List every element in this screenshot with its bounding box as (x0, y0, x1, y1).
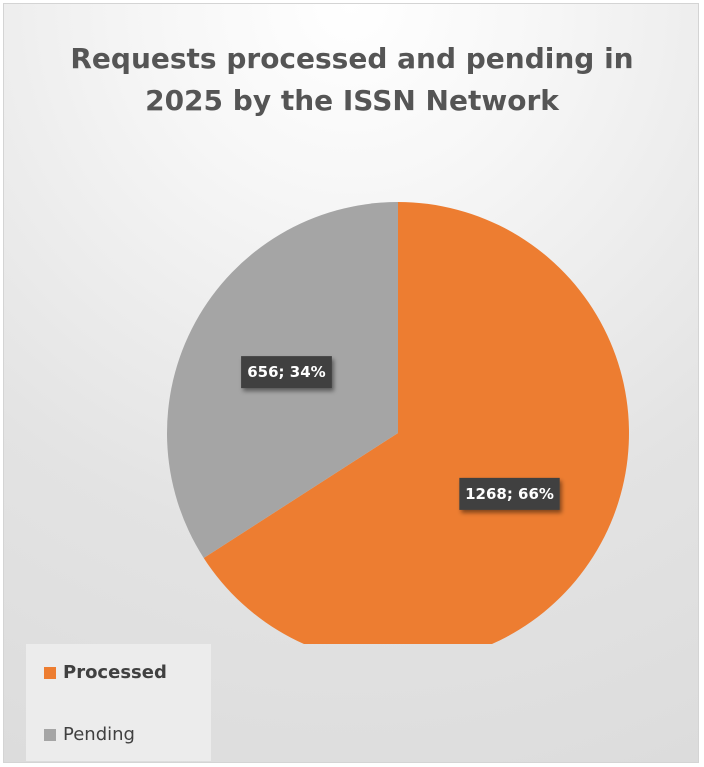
data-label-processed: 1268; 66% (459, 477, 560, 510)
legend-item-processed: Processed (44, 662, 167, 683)
data-label-pending: 656; 34% (241, 356, 332, 389)
data-label-box-pending (241, 356, 332, 389)
data-label-text-pending: 656; 34% (247, 363, 325, 381)
chart-title: Requests processed and pending in 2025 b… (70, 42, 634, 117)
legend-label-pending: Pending (63, 724, 135, 745)
legend-item-pending: Pending (44, 724, 135, 745)
data-label-box-processed (459, 477, 560, 510)
legend: Processed Pending (26, 644, 211, 761)
legend-label-processed: Processed (63, 662, 167, 683)
pie-slice-processed (203, 202, 629, 644)
pie-chart: 1268; 66% 656; 34% (166, 202, 629, 644)
data-label-text-processed: 1268; 66% (465, 485, 554, 503)
chart-area: Requests processed and pending in 2025 b… (3, 3, 699, 763)
legend-swatch-pending (44, 728, 56, 741)
legend-swatch-processed (44, 666, 56, 679)
